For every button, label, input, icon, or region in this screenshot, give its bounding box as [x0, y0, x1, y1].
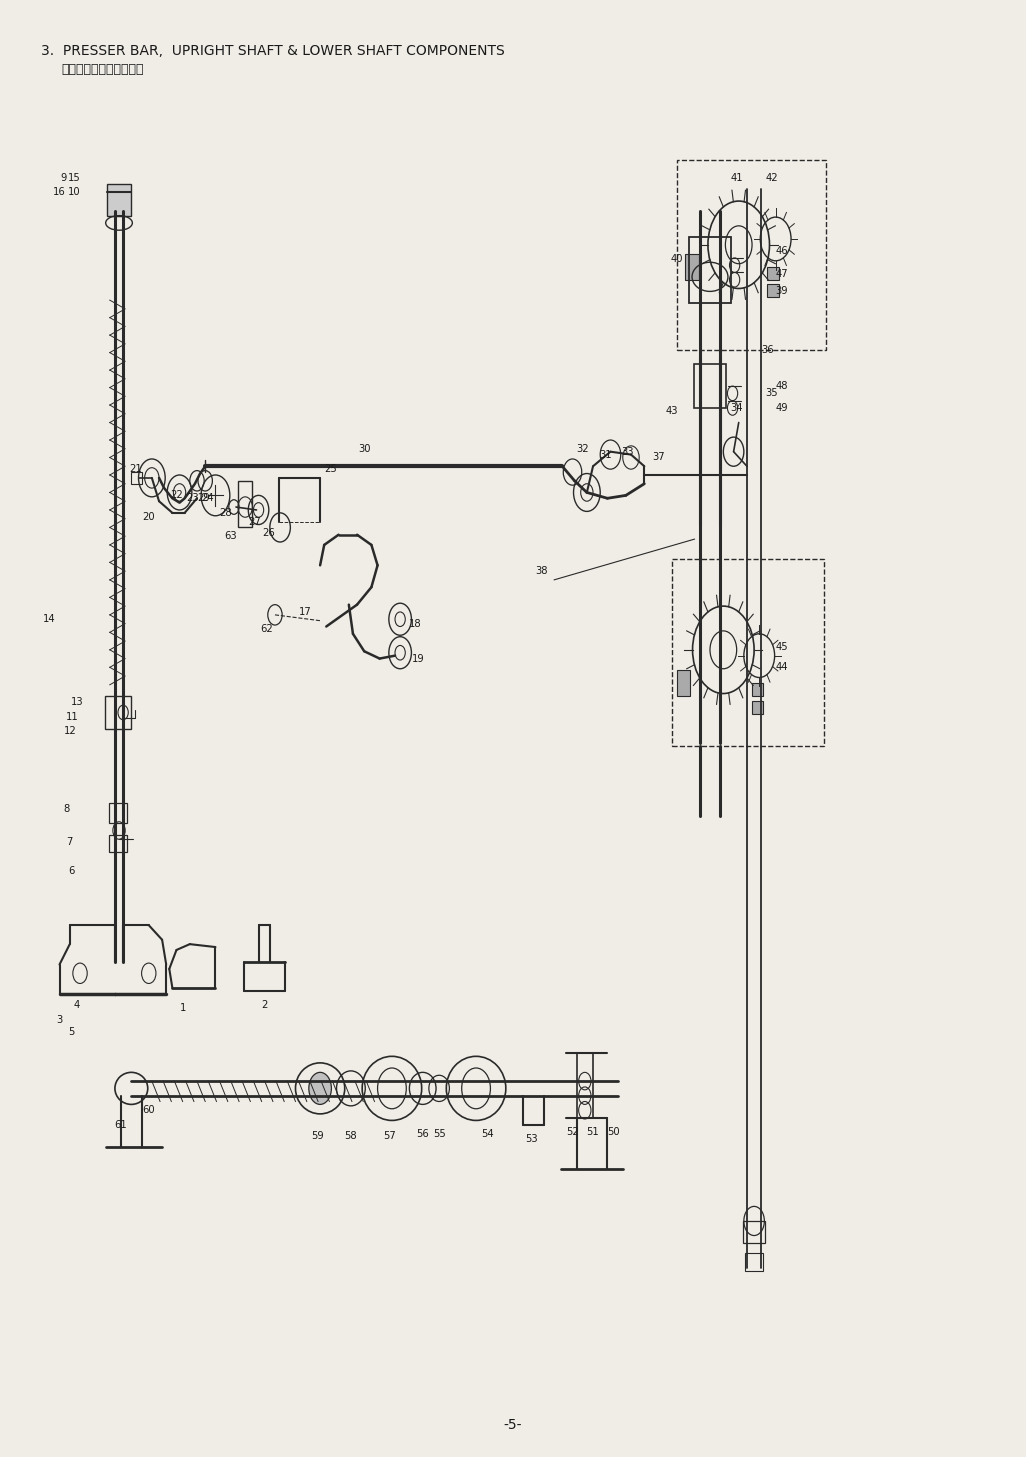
Text: 53: 53: [525, 1135, 538, 1144]
Text: 44: 44: [776, 663, 788, 672]
Text: 55: 55: [433, 1129, 445, 1138]
Text: 56: 56: [417, 1129, 429, 1138]
Text: 54: 54: [481, 1129, 494, 1138]
Text: 50: 50: [607, 1128, 620, 1136]
Text: 18: 18: [409, 619, 422, 628]
Text: 24: 24: [201, 494, 213, 503]
Text: 16: 16: [53, 188, 66, 197]
Bar: [767, 267, 779, 280]
Bar: [752, 701, 763, 714]
Bar: [677, 160, 826, 350]
Text: 1: 1: [180, 1004, 186, 1013]
Bar: [238, 481, 252, 527]
Text: 33: 33: [622, 447, 634, 456]
Text: 35: 35: [765, 389, 778, 398]
Text: 3.  PRESSER BAR,  UPRIGHT SHAFT & LOWER SHAFT COMPONENTS: 3. PRESSER BAR, UPRIGHT SHAFT & LOWER SH…: [41, 44, 505, 58]
Text: 4: 4: [74, 1001, 80, 1010]
Bar: [577, 1053, 593, 1118]
Text: 51: 51: [587, 1128, 599, 1136]
Text: 49: 49: [776, 404, 788, 412]
Text: 37: 37: [653, 453, 665, 462]
Text: 52: 52: [566, 1128, 579, 1136]
Text: 23: 23: [187, 494, 199, 503]
Circle shape: [309, 1072, 331, 1104]
Bar: [109, 835, 127, 852]
Text: 60: 60: [143, 1106, 155, 1115]
Bar: [689, 237, 731, 303]
Bar: [677, 670, 690, 696]
Text: 15: 15: [68, 173, 80, 182]
Text: 11: 11: [66, 712, 78, 721]
Bar: [767, 284, 779, 297]
Text: 3: 3: [56, 1016, 63, 1024]
Text: 57: 57: [384, 1132, 396, 1141]
Bar: [685, 254, 699, 280]
Text: 22: 22: [170, 491, 183, 500]
Text: 58: 58: [345, 1132, 357, 1141]
Text: 38: 38: [536, 567, 548, 576]
Bar: [743, 1221, 765, 1243]
Text: 32: 32: [577, 444, 589, 453]
Text: 17: 17: [300, 608, 312, 616]
Text: 28: 28: [220, 508, 232, 517]
Text: 36: 36: [761, 345, 774, 354]
Text: 45: 45: [776, 643, 788, 651]
Text: 47: 47: [776, 270, 788, 278]
Text: 61: 61: [115, 1120, 127, 1129]
Text: 34: 34: [731, 404, 743, 412]
Text: 40: 40: [671, 255, 683, 264]
Bar: [745, 1253, 763, 1271]
Text: 62: 62: [261, 625, 273, 634]
Bar: [694, 364, 726, 408]
Text: 63: 63: [225, 532, 237, 541]
Text: 6: 6: [69, 867, 75, 876]
Text: 59: 59: [312, 1132, 324, 1141]
Text: -5-: -5-: [504, 1418, 522, 1432]
Text: 39: 39: [776, 287, 788, 296]
Text: 26: 26: [263, 529, 275, 538]
Text: 13: 13: [71, 698, 83, 707]
Text: 21: 21: [129, 465, 142, 474]
Text: 41: 41: [731, 173, 743, 182]
Text: 14: 14: [43, 615, 55, 624]
Text: 5: 5: [69, 1027, 75, 1036]
Text: 25: 25: [324, 465, 337, 474]
Text: 押え棒・立軸・下軸関係: 押え棒・立軸・下軸関係: [62, 64, 144, 76]
Text: 42: 42: [765, 173, 778, 182]
Text: 43: 43: [666, 407, 678, 415]
Text: 8: 8: [64, 804, 70, 813]
Bar: [131, 472, 142, 484]
Bar: [105, 696, 131, 728]
Bar: [672, 559, 824, 746]
Text: 30: 30: [358, 444, 370, 453]
Text: 12: 12: [64, 727, 76, 736]
Text: 46: 46: [776, 246, 788, 255]
Bar: [752, 683, 763, 696]
Text: 2: 2: [262, 1001, 268, 1010]
Text: 20: 20: [143, 513, 155, 522]
Bar: [107, 184, 131, 216]
Text: 31: 31: [599, 450, 611, 459]
Text: 29: 29: [197, 494, 209, 503]
Text: 48: 48: [776, 382, 788, 390]
Text: 9: 9: [61, 173, 67, 182]
Bar: [109, 803, 127, 823]
Text: 10: 10: [68, 188, 80, 197]
Text: 7: 7: [67, 838, 73, 847]
Text: 27: 27: [248, 517, 261, 526]
Text: 19: 19: [412, 654, 425, 663]
